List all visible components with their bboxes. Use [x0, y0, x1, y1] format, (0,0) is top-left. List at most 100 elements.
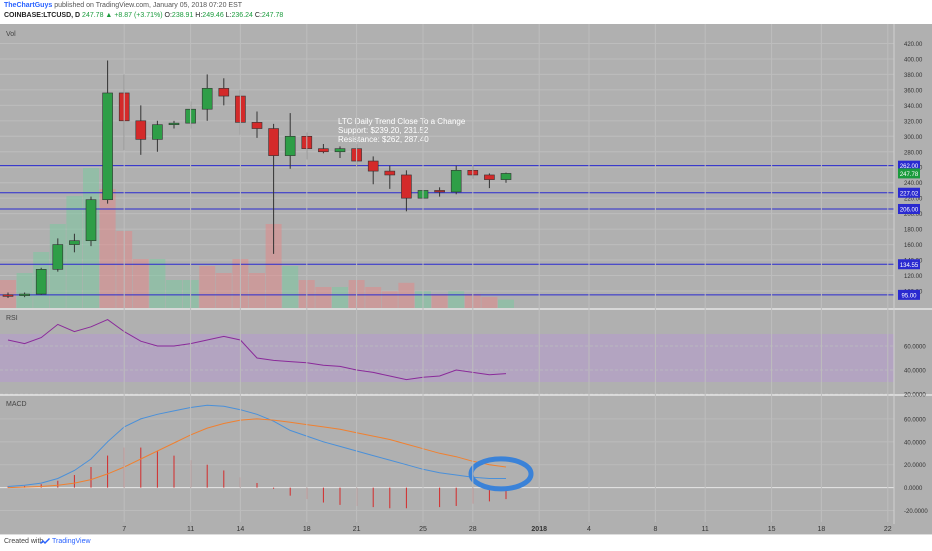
- ohlc-open-value: 238.91: [171, 12, 194, 19]
- rsi-y-tick-label: 60.0000: [904, 345, 926, 351]
- level-tag-label: 262.00: [900, 164, 919, 170]
- rsi-y-tick-label: 40.0000: [904, 369, 926, 375]
- macd-y-tick-label: 40.0000: [904, 440, 926, 446]
- author-link[interactable]: TheChartGuys: [4, 2, 53, 9]
- last-price-tag-label: 247.78: [900, 172, 919, 178]
- tradingview-brand-link[interactable]: TradingView: [52, 538, 91, 545]
- price-y-tick-label: 400.00: [904, 57, 923, 63]
- x-tick-label: 2018: [531, 526, 547, 533]
- price-y-tick-label: 120.00: [904, 274, 923, 280]
- x-tick-label: 21: [353, 526, 361, 533]
- tradingview-logo-icon: [40, 538, 50, 544]
- x-tick-label: 15: [768, 526, 776, 533]
- volume-bar: [315, 287, 332, 308]
- volume-bar: [431, 294, 448, 308]
- highlight-circle: [468, 456, 534, 492]
- x-tick-label: 8: [653, 526, 657, 533]
- volume-bar: [249, 273, 265, 308]
- candle-body: [19, 293, 30, 296]
- candle-body: [201, 88, 213, 110]
- annotation-text: Support: $239.20, 231.52: [338, 126, 429, 135]
- price-y-tick-label: 220.00: [904, 197, 923, 203]
- annotation-text: LTC Daily Trend Close To a Change: [338, 117, 466, 126]
- price-y-tick-label: 360.00: [904, 88, 923, 94]
- ohlc-high-label: H:: [195, 12, 203, 19]
- price-y-tick-label: 280.00: [904, 150, 923, 156]
- x-tick-label: 11: [702, 526, 709, 533]
- candle-body: [85, 199, 97, 242]
- price-y-tick-label: 340.00: [904, 104, 923, 110]
- level-tag: [898, 187, 920, 198]
- price-y-tick-label: 420.00: [904, 42, 923, 48]
- candle-body: [2, 294, 14, 297]
- last-price: 247.78: [82, 12, 104, 19]
- volume-bar: [166, 280, 182, 308]
- candle-body: [367, 160, 379, 172]
- volume-bar: [381, 291, 398, 308]
- candle-body: [434, 190, 445, 193]
- volume-bar: [498, 299, 514, 308]
- macd-pane-label: MACD: [6, 401, 27, 408]
- price-change: +8.87 (+3.71%): [114, 12, 163, 19]
- candle-body: [401, 174, 412, 199]
- candle-body: [152, 124, 163, 140]
- x-tick-label: 4: [587, 526, 591, 533]
- candle-body: [52, 244, 64, 270]
- price-y-tick-label: 180.00: [904, 228, 923, 234]
- x-tick-label: 18: [818, 526, 826, 533]
- price-y-tick-label: 240.00: [904, 181, 923, 187]
- candle-body: [168, 122, 180, 125]
- price-y-tick-label: 300.00: [904, 135, 923, 141]
- price-y-tick-label: 320.00: [904, 119, 923, 125]
- price-pane-label: Vol: [6, 31, 16, 38]
- ohlc-open-label: O:: [164, 12, 172, 19]
- x-tick-label: 22: [884, 526, 892, 533]
- candle-body: [251, 122, 263, 129]
- chart-canvas[interactable]: Vol LTC Daily Trend Close To a ChangeSupp…: [0, 24, 932, 534]
- volume-bar: [265, 224, 282, 308]
- annotation-text: Resistance: $262, 287.40: [338, 135, 429, 144]
- x-tick-label: 28: [469, 526, 477, 533]
- candle-body: [268, 128, 279, 156]
- candle-body: [284, 135, 296, 156]
- chart-header: TheChartGuys published on TradingView.co…: [0, 0, 932, 24]
- candle-body: [35, 269, 47, 295]
- up-arrow-icon: ▲: [105, 12, 113, 19]
- candle-body: [318, 148, 329, 153]
- volume-bar: [215, 273, 232, 308]
- symbol-label[interactable]: COINBASE:LTCUSD, D: [4, 12, 81, 19]
- volume-bar: [398, 282, 415, 308]
- volume-bar: [132, 259, 149, 308]
- rsi-y-tick-label: 20.0000: [904, 393, 926, 399]
- last-price-tag: [898, 168, 920, 179]
- ohlc-high-value: 249.46: [202, 12, 224, 19]
- x-tick-label: 14: [237, 526, 245, 533]
- publish-info: published on TradingView.com, January 05…: [54, 2, 243, 9]
- rsi-pane[interactable]: RSI: [0, 315, 894, 395]
- candle-body: [102, 92, 113, 201]
- volume-bar: [199, 266, 216, 308]
- ohlc-close-value: 247.78: [261, 12, 284, 19]
- volume-bar: [99, 189, 116, 308]
- macd-pane[interactable]: MACD: [0, 401, 894, 511]
- x-tick-label: 25: [419, 526, 427, 533]
- level-tag: [898, 259, 920, 270]
- candle-body: [334, 148, 346, 153]
- macd-y-tick-label: 0.0000: [904, 486, 923, 492]
- level-tag-label: 134.55: [900, 263, 919, 269]
- volume-bar: [332, 287, 348, 308]
- created-with-label: Created with: [4, 538, 44, 545]
- symbol-line: COINBASE:LTCUSD, D 247.78 ▲ +8.87 (+3.71…: [4, 12, 283, 19]
- volume-bar: [481, 296, 498, 308]
- level-tag: [898, 203, 920, 214]
- ohlc-low-value: 236.24: [231, 12, 253, 19]
- candle-body: [384, 170, 396, 176]
- level-tag-label: 227.02: [900, 191, 919, 197]
- publish-line: TheChartGuys published on TradingView.co…: [4, 2, 242, 9]
- macd-y-tick-label: -20.0000: [904, 509, 928, 515]
- ohlc-low-label: L:: [225, 12, 232, 19]
- level-tag-label: 206.00: [900, 207, 919, 213]
- x-tick-label: 18: [303, 526, 311, 533]
- volume-bar: [448, 291, 465, 308]
- x-tick-label: 7: [122, 526, 126, 533]
